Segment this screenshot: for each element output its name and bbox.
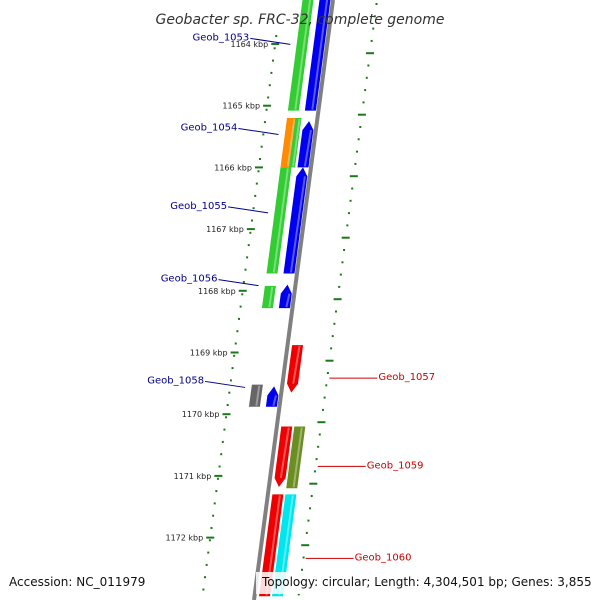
gene-bar-highlight: [292, 118, 301, 167]
gene-bar-green[interactable]: [287, 0, 314, 111]
genome-title: Geobacter sp. FRC-32, complete genome: [156, 12, 445, 28]
gene-label-geob-1057[interactable]: Geob_1057: [378, 372, 435, 383]
gene-bar-blue[interactable]: [297, 121, 314, 168]
genome-backbone: [252, 0, 335, 600]
gene-geob-1055[interactable]: [266, 167, 308, 274]
gene-bar-green[interactable]: [289, 118, 302, 168]
gene-bar-green[interactable]: [266, 167, 292, 274]
gene-label-geob-1056[interactable]: Geob_1056: [161, 274, 218, 285]
gene-label-leader: [228, 206, 269, 214]
gene-bar-highlight: [292, 345, 301, 384]
gene-bar-highlight: [289, 176, 306, 273]
gene-label-leader: [218, 279, 259, 287]
topology-text: Topology: circular; Length: 4,304,501 bp…: [261, 575, 592, 589]
gene-bar-red[interactable]: [287, 345, 304, 393]
footer-backing: [256, 572, 600, 594]
kbp-label: 1172 kbp: [166, 534, 204, 543]
gene-bar-highlight: [285, 293, 291, 308]
gene-bar-highlight: [311, 0, 329, 110]
gene-label-leader: [238, 127, 279, 135]
kbp-label: 1167 kbp: [206, 225, 244, 234]
gene-label-geob-1058[interactable]: Geob_1058: [147, 375, 204, 386]
gene-bar-highlight: [272, 168, 289, 273]
gene-bar-highlight: [255, 385, 261, 406]
gene-geob-1053[interactable]: [287, 0, 331, 111]
gene-bar-blue[interactable]: [278, 284, 292, 309]
gene-bar-highlight: [272, 395, 278, 407]
gene-label-geob-1054[interactable]: Geob_1054: [181, 122, 238, 133]
gene-bar-highlight: [294, 0, 312, 110]
gene-bar-highlight: [268, 286, 274, 308]
gene-label-geob-1059[interactable]: Geob_1059: [367, 460, 424, 471]
gene-label-leader: [250, 37, 291, 45]
gene-bar-blue[interactable]: [283, 167, 308, 274]
kbp-scale: 1164 kbp 1165 kbp 1166 kbp 1167 kbp 1168 kbp…: [166, 35, 280, 591]
gene-bar-highlight: [286, 118, 296, 167]
gene-geob-1057[interactable]: [287, 345, 304, 393]
gene-geob-1059[interactable]: [274, 426, 306, 489]
gene-label-leader: [205, 380, 246, 388]
gene-bar-green[interactable]: [261, 285, 276, 309]
gene-label-geob-1053[interactable]: Geob_1053: [192, 32, 249, 43]
gene-geob-1054[interactable]: [280, 118, 314, 168]
gene-bar-red[interactable]: [259, 494, 284, 597]
kbp-label: 1168 kbp: [198, 287, 236, 296]
accession-text: Accession: NC_011979: [9, 575, 145, 589]
kbp-label: 1165 kbp: [222, 102, 260, 111]
gene-bar-highlight: [292, 427, 303, 488]
kbp-label: 1164 kbp: [231, 40, 269, 49]
kbp-label: 1166 kbp: [214, 163, 252, 172]
gene-bar-gray[interactable]: [248, 384, 263, 407]
gene-geob-1058[interactable]: [248, 384, 279, 407]
gene-bar-highlight: [279, 427, 290, 479]
gene-label-geob-1060[interactable]: Geob_1060: [355, 552, 412, 563]
gene-geob-1056[interactable]: [261, 284, 292, 309]
gene-bar-highlight: [303, 129, 312, 167]
gene-bar-red[interactable]: [274, 426, 293, 488]
gene-bar-blue[interactable]: [304, 0, 331, 111]
kbp-label: 1169 kbp: [190, 349, 228, 358]
outer-tick-ring: [297, 3, 378, 596]
kbp-label: 1170 kbp: [182, 410, 220, 419]
gene-bar-orange[interactable]: [280, 118, 299, 168]
gene-bar-cyan[interactable]: [272, 494, 297, 597]
gene-labels: Geob_1053 Geob_1054 Geob_1055 Geob_1056 Geob…: [147, 32, 435, 563]
gene-label-geob-1055[interactable]: Geob_1055: [170, 201, 227, 212]
kbp-label: 1171 kbp: [174, 472, 212, 481]
gene-bar-blue[interactable]: [265, 386, 279, 407]
gene-bar-olive[interactable]: [286, 426, 306, 489]
